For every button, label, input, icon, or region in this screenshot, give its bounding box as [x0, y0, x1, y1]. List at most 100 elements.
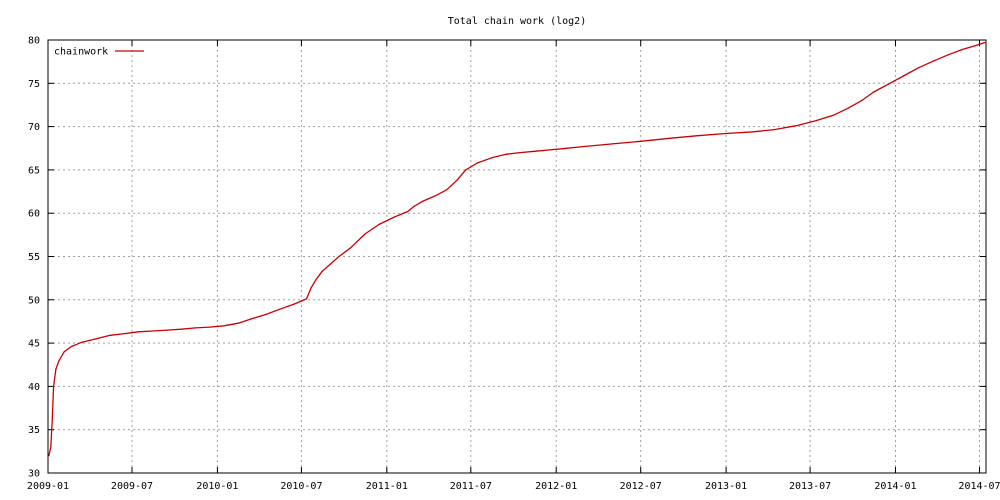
y-tick-label: 35 [28, 425, 40, 436]
y-tick-label: 65 [28, 165, 40, 176]
data-point [861, 100, 863, 102]
data-point [583, 145, 585, 148]
y-tick-label: 60 [28, 209, 40, 220]
data-point [505, 153, 507, 155]
series-line-chainwork [48, 41, 985, 456]
data-point [697, 135, 699, 137]
data-point [533, 150, 536, 152]
data-point [195, 327, 197, 329]
data-point [338, 255, 340, 258]
data-point [293, 303, 295, 305]
data-point [51, 420, 53, 422]
data-point [329, 263, 331, 265]
x-tick-label: 2009-01 [27, 481, 69, 492]
data-point [752, 131, 755, 133]
data-point [456, 179, 458, 181]
data-point [562, 148, 564, 150]
data-point [519, 152, 521, 154]
data-point [491, 157, 493, 159]
data-point [250, 318, 252, 320]
data-point [350, 247, 352, 249]
data-point [889, 82, 891, 84]
data-point [265, 313, 267, 316]
x-tick-label: 2014-01 [874, 481, 916, 492]
y-tick-label: 40 [28, 382, 40, 393]
data-point [315, 279, 317, 281]
data-point [124, 333, 126, 335]
data-point [446, 189, 448, 191]
data-point [422, 200, 424, 202]
data-point [933, 60, 935, 62]
data-point [725, 132, 727, 135]
data-point [55, 368, 57, 370]
data-point [81, 341, 83, 343]
data-point [903, 74, 905, 77]
series-layer [48, 41, 986, 457]
data-point [279, 308, 281, 310]
data-point [873, 91, 875, 93]
data-point [413, 205, 415, 207]
x-tick-label: 2012-07 [620, 481, 662, 492]
data-point [305, 298, 308, 300]
data-point [847, 107, 849, 109]
data-point [918, 67, 920, 69]
x-tick-label: 2013-07 [789, 481, 831, 492]
x-tick-label: 2009-07 [111, 481, 153, 492]
data-point [95, 338, 97, 340]
y-tick-label: 75 [28, 79, 40, 90]
data-point [976, 44, 978, 46]
data-point [53, 385, 55, 387]
data-point [795, 125, 797, 127]
x-tick-label: 2013-01 [705, 481, 747, 492]
data-point [832, 114, 834, 116]
legend-label: chainwork [54, 47, 108, 58]
data-point [180, 328, 182, 330]
x-tick-label: 2011-01 [366, 481, 408, 492]
grid [48, 40, 986, 473]
data-point [961, 48, 963, 51]
data-point [137, 331, 140, 333]
data-point [166, 329, 168, 331]
data-point [223, 325, 225, 327]
data-point [476, 162, 478, 164]
x-tick-label: 2010-01 [196, 481, 238, 492]
x-tick-label: 2011-07 [450, 481, 492, 492]
data-point [321, 270, 323, 272]
data-point [109, 334, 111, 336]
data-point [63, 351, 65, 353]
data-point [773, 129, 776, 131]
x-tick-label: 2010-07 [280, 481, 322, 492]
data-point [208, 326, 211, 328]
y-tick-label: 50 [28, 295, 40, 306]
y-tick-label: 55 [28, 252, 40, 263]
data-point [668, 137, 671, 139]
data-point [58, 359, 60, 361]
chart-title: Total chain work (log2) [448, 16, 586, 27]
data-point [152, 330, 154, 332]
data-point [434, 195, 436, 197]
data-point [50, 446, 52, 448]
legend: chainwork [54, 47, 144, 58]
data-point [984, 42, 986, 44]
plot-frame [47, 39, 987, 474]
y-tick-label: 70 [28, 122, 40, 133]
data-point [407, 210, 409, 213]
data-point [816, 119, 818, 122]
data-point [611, 143, 614, 145]
data-point [237, 322, 239, 324]
data-point [378, 223, 380, 226]
data-point [392, 216, 394, 219]
data-point [70, 346, 72, 348]
data-point [48, 455, 50, 457]
data-point [947, 54, 950, 56]
y-tick-label: 30 [28, 469, 40, 480]
data-point [310, 287, 312, 289]
x-tick-label: 2012-01 [535, 481, 577, 492]
x-axis: 2009-01 2009-07 2010-01 2010-07 2011-01 2011-… [27, 40, 1000, 492]
data-point [465, 169, 467, 171]
y-axis: 30 35 40 45 50 55 60 65 70 75 80 [28, 36, 986, 480]
y-tick-label: 80 [28, 36, 40, 47]
y-tick-label: 45 [28, 339, 40, 350]
data-point [364, 233, 366, 235]
